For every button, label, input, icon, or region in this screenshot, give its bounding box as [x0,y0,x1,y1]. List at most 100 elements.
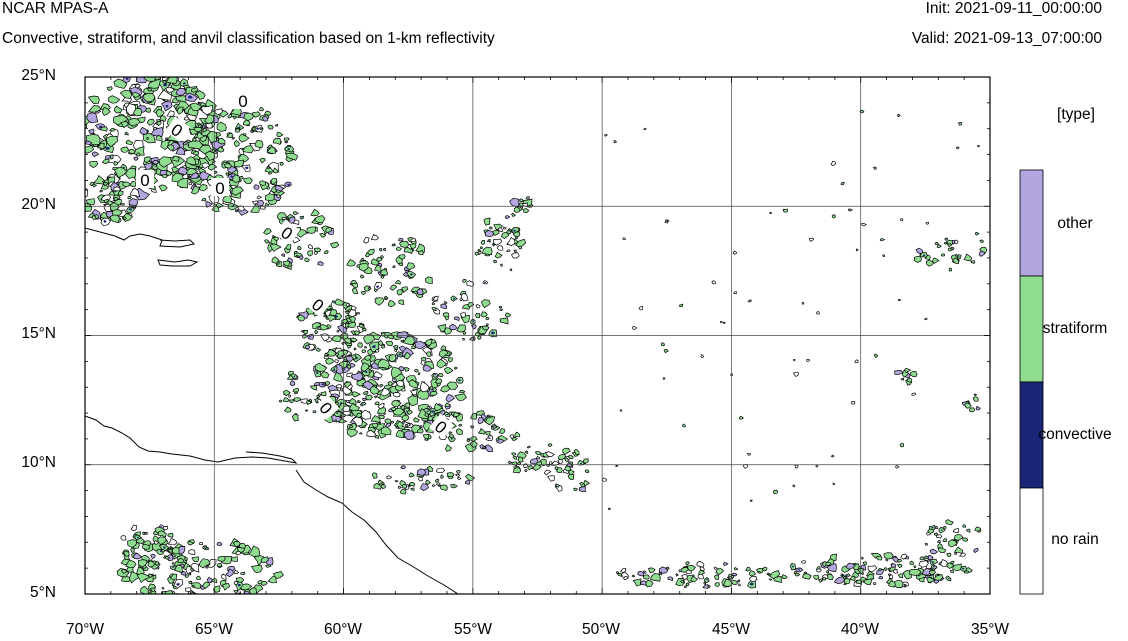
precip-cell [284,140,288,144]
precip-cell [385,340,394,347]
precip-cell [357,342,363,348]
precip-cell [632,325,638,330]
precip-cell [102,106,111,116]
precip-cell [388,354,397,363]
convective-core [435,374,437,376]
precip-cell [564,457,569,462]
precip-cell [155,134,163,142]
precip-cell [890,563,897,568]
precip-cell [942,526,947,530]
lon-label-45w: 45°W [711,621,751,638]
precip-cell [227,113,232,119]
precip-cell [454,393,467,402]
precip-cell [139,126,148,135]
precip-cell [230,556,238,562]
precip-cell [420,483,429,491]
precip-cell [492,259,498,264]
precip-cell [189,102,203,111]
precip-cell [204,151,216,162]
convective-core [555,485,558,487]
precip-cell [979,239,984,243]
precip-cell [233,569,240,574]
precip-cell [117,190,124,197]
precip-cell [349,402,361,412]
precip-cell [449,434,454,439]
precip-cell [436,358,448,369]
precip-cell [266,146,276,154]
precip-cell [367,286,372,291]
precip-cell [96,142,105,150]
precip-cell [707,585,711,589]
convective-core [364,370,368,374]
precip-cell [204,114,215,125]
precip-cell [667,576,674,581]
convective-core [333,368,336,371]
precip-cell [937,543,943,549]
precip-cell [353,330,361,336]
precip-cell [472,337,476,341]
precip-cell [873,353,879,358]
contour-label: 0 [305,291,332,317]
precip-cell [371,472,378,479]
precip-cell [470,440,478,448]
precip-cell [395,246,402,251]
precip-cell [380,387,391,397]
precip-cell [859,110,865,114]
precip-cell [679,303,684,308]
precip-cell [239,583,253,591]
precip-cell [171,166,180,174]
precip-cell [913,565,917,569]
precip-cell [283,406,292,413]
precip-cell [548,461,553,466]
precip-cell [278,399,283,403]
precip-cell [260,556,269,564]
precip-cell [395,256,403,264]
precip-cell [494,251,503,259]
precip-cell [344,310,349,314]
precip-cell [113,160,119,166]
precip-cell [106,200,115,206]
precip-cell [647,567,656,574]
precip-cell [395,429,405,438]
precip-cell [943,241,948,245]
precip-cell [143,77,156,82]
precip-cell [411,344,416,350]
precip-cell [909,560,914,566]
precip-cell [377,479,384,486]
precip-cell [188,549,196,556]
precip-cell [512,467,522,474]
precip-cell [882,254,885,257]
precip-cell [897,113,901,118]
lat-label-15n: 15°N [21,325,56,342]
precip-cell [263,228,272,235]
precip-cell [316,394,321,399]
precip-cell [616,572,623,577]
precip-cell [891,556,899,563]
precip-cell [747,452,752,456]
precip-cell [878,575,884,580]
precip-cell [343,337,352,344]
precip-cell [188,572,192,576]
precip-cell [929,570,936,575]
precip-cell [133,552,142,560]
precip-cell [446,472,455,477]
convective-core [931,561,934,564]
convective-core [376,285,380,288]
precip-cell [304,409,309,412]
precip-cell [250,205,260,214]
precip-cell [480,311,488,318]
precip-cell [351,416,363,427]
precip-cell [369,385,380,395]
lon-label-65w: 65°W [194,621,234,638]
precip-cell [360,362,370,373]
precip-cell [426,465,434,472]
precip-cell [697,573,704,580]
precip-cell [122,77,131,84]
precip-cell [304,257,310,262]
precip-cell [929,548,939,555]
convective-core [393,244,395,246]
precip-cell [907,378,913,383]
lon-label-35w: 35°W [970,621,1010,638]
precip-cell [875,568,884,576]
